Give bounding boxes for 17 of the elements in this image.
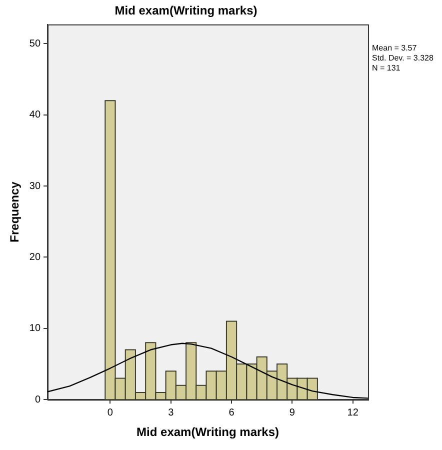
text: Std. Dev. = 3.328 [372, 54, 434, 63]
x-tick-label: 9 [289, 407, 296, 418]
x-axis-title: Mid exam(Writing marks) [136, 425, 280, 440]
x-tick-label: 6 [228, 407, 235, 418]
chart-title: Mid exam(Writing marks) [114, 4, 258, 18]
y-tick-label: 40 [29, 110, 41, 121]
x-tick-label: 12 [347, 407, 359, 418]
text: Mean = 3.57 [372, 44, 418, 53]
y-tick-label: 30 [29, 180, 41, 192]
text: N = 131 [372, 64, 401, 73]
y-tick-label: 20 [29, 252, 41, 263]
y-tick-label: 50 [29, 38, 41, 50]
x-tick-label: 3 [168, 407, 174, 418]
y-tick-label: 10 [29, 323, 41, 334]
y-tick-label: 0 [34, 394, 41, 406]
y-axis-title: Frequency [8, 181, 22, 242]
x-tick-label: 0 [107, 407, 114, 418]
